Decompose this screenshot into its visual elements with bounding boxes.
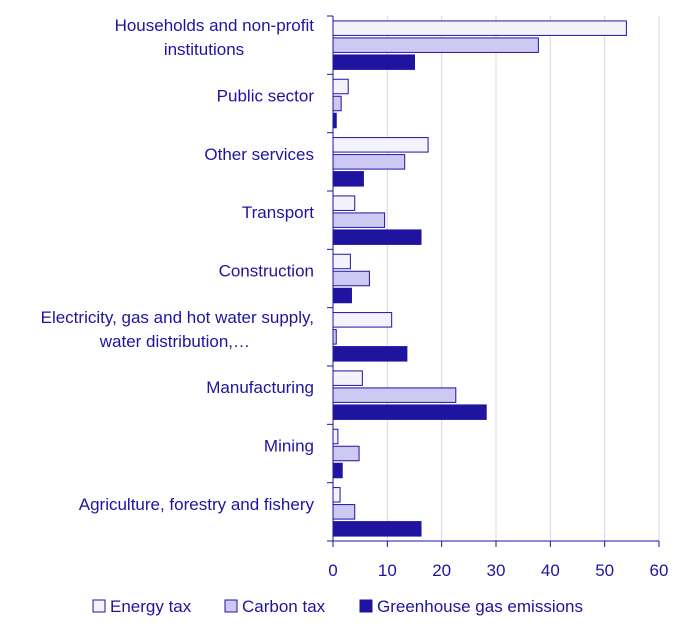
x-tick-labels: 0 10 20 30 40 50 60 (328, 561, 668, 580)
category-label-2-0: Other services (204, 145, 314, 164)
category-label-0-0: Households and non-profit (115, 16, 315, 35)
legend-label-1: Carbon tax (242, 597, 326, 616)
bar-carbon-tax-1 (332, 95, 342, 112)
legend-label-0: Energy tax (110, 597, 192, 616)
bar-greenhouse-gas-emissions-7 (332, 462, 343, 479)
bar-energy-tax-5 (332, 312, 393, 328)
bar-carbon-tax-7 (332, 445, 360, 462)
bar-greenhouse-gas-emissions-2 (332, 171, 364, 187)
bar-greenhouse-gas-emissions-8 (332, 521, 422, 537)
bar-energy-tax-8 (332, 487, 341, 503)
bar-greenhouse-gas-emissions-3 (332, 229, 422, 245)
x-tick-label-60: 60 (650, 561, 669, 580)
bar-energy-tax-6 (332, 370, 363, 386)
bar-greenhouse-gas-emissions-0 (332, 54, 415, 70)
bar-carbon-tax-0 (332, 37, 539, 53)
x-tick-label-0: 0 (328, 561, 337, 580)
legend-label-2: Greenhouse gas emissions (377, 597, 583, 616)
x-tick-label-50: 50 (595, 561, 614, 580)
axes (327, 15, 660, 547)
bar-energy-tax-4 (332, 253, 351, 270)
x-tick-label-10: 10 (378, 561, 397, 580)
bar-greenhouse-gas-emissions-6 (332, 404, 487, 420)
category-label-5-1: water distribution,… (99, 332, 250, 351)
category-label-8-0: Agriculture, forestry and fishery (79, 495, 315, 514)
category-label-6-0: Manufacturing (206, 378, 314, 397)
bar-energy-tax-0 (332, 20, 627, 36)
bars (332, 20, 627, 537)
bar-energy-tax-3 (332, 195, 356, 211)
bar-carbon-tax-6 (332, 387, 457, 403)
bar-carbon-tax-3 (332, 212, 386, 228)
legend-swatch-0 (92, 599, 106, 613)
gridlines (386, 16, 660, 541)
bar-greenhouse-gas-emissions-5 (332, 346, 408, 362)
category-label-4-0: Construction (219, 262, 314, 281)
category-labels: Households and non-profit institutions Pub… (41, 16, 315, 514)
category-label-7-0: Mining (264, 437, 314, 456)
bar-energy-tax-2 (332, 137, 429, 153)
bar-carbon-tax-8 (332, 504, 356, 520)
bar-greenhouse-gas-emissions-4 (332, 287, 352, 304)
bar-energy-tax-7 (332, 428, 339, 445)
category-label-3-0: Transport (242, 203, 314, 222)
category-label-1-0: Public sector (217, 87, 315, 106)
bar-carbon-tax-4 (332, 270, 370, 287)
bar-carbon-tax-2 (332, 154, 406, 170)
x-tick-label-40: 40 (541, 561, 560, 580)
legend: Energy tax Carbon tax Greenhouse gas emiss… (92, 597, 583, 616)
x-tick-label-20: 20 (432, 561, 451, 580)
x-tick-label-30: 30 (487, 561, 506, 580)
category-label-0-1: institutions (164, 40, 244, 59)
category-label-5-0: Electricity, gas and hot water supply, (41, 308, 314, 327)
legend-swatch-2 (359, 599, 373, 613)
legend-swatch-1 (224, 599, 238, 613)
bar-energy-tax-1 (332, 78, 349, 95)
